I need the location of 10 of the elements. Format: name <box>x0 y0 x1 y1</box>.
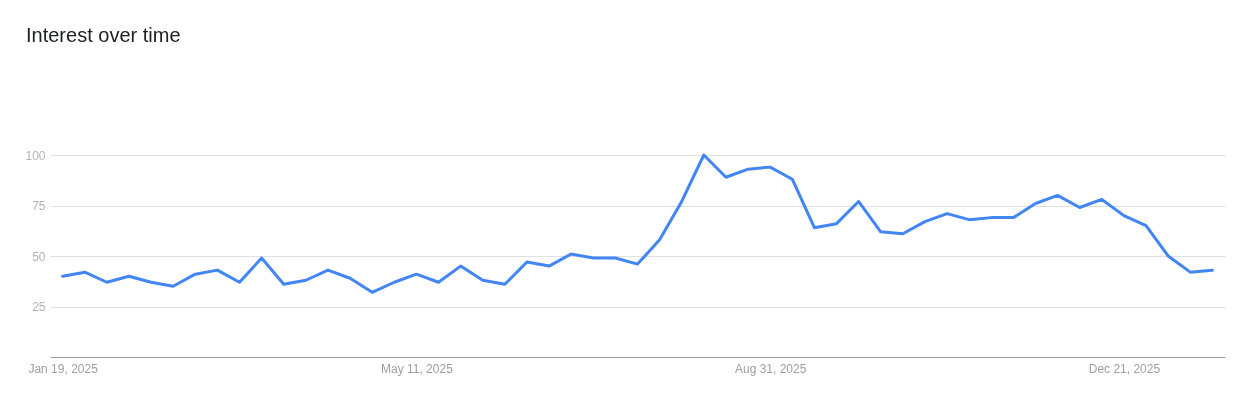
y-tick-label: 75 <box>32 199 46 213</box>
x-tick-label: Jan 19, 2025 <box>28 361 99 376</box>
line-series <box>61 153 1214 294</box>
y-tick-label: 100 <box>25 148 46 163</box>
x-tick-label: Aug 31, 2025 <box>734 361 807 376</box>
x-tick-label: Dec 21, 2025 <box>1088 361 1161 376</box>
y-tick-label: 50 <box>32 249 46 264</box>
x-tick-label: May 11, 2025 <box>380 361 454 376</box>
y-tick-label: 25 <box>32 300 46 314</box>
chart-title: Interest over time <box>26 24 181 46</box>
